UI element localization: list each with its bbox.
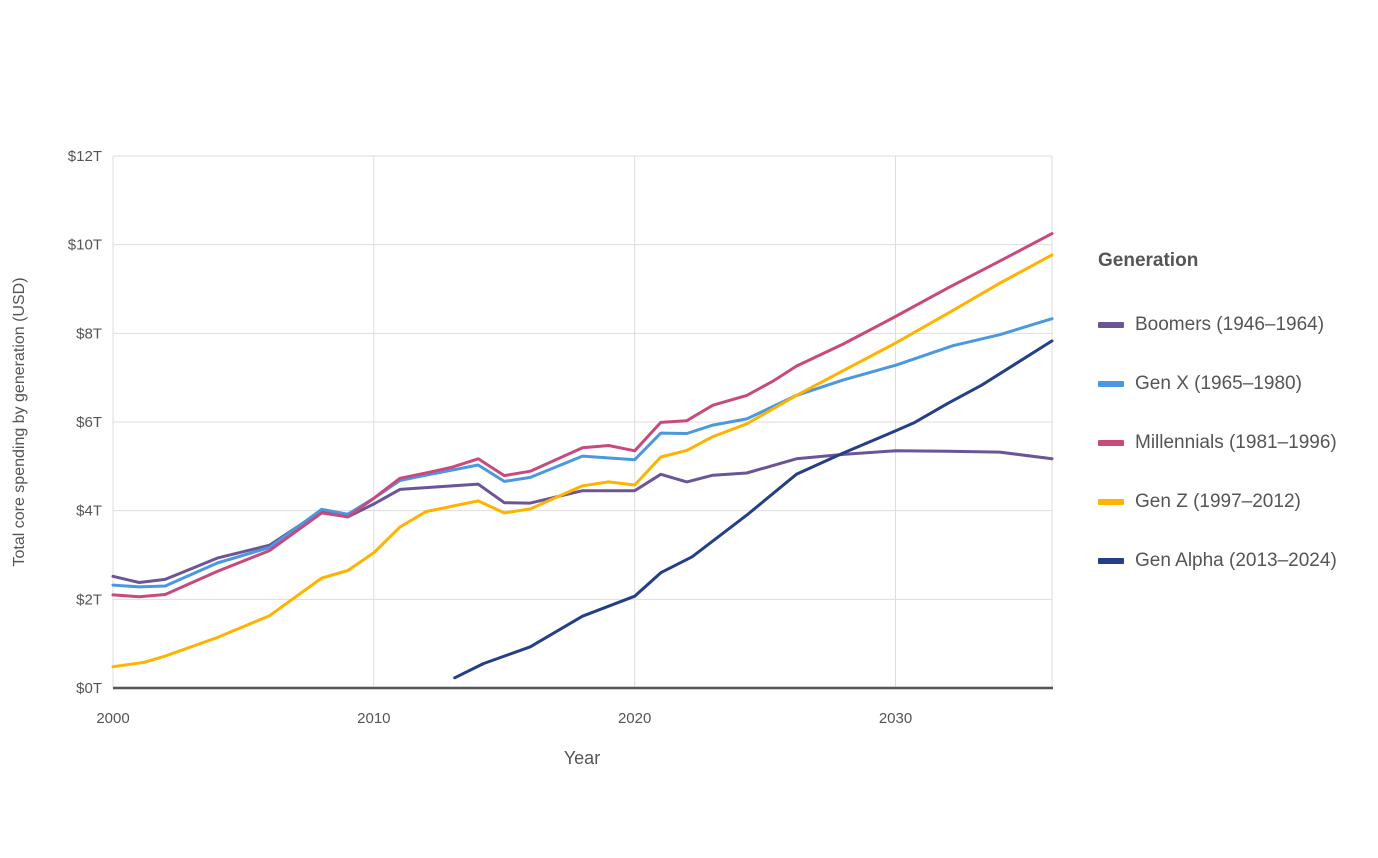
legend-title: Generation [1098, 250, 1199, 271]
legend-label: Boomers (1946–1964) [1135, 313, 1325, 335]
legend-label: Gen X (1965–1980) [1135, 372, 1302, 394]
legend: Generation Boomers (1946–1964) Gen X (196… [1098, 250, 1337, 590]
y-tick-label: $6T [76, 414, 102, 431]
legend-swatch [1098, 321, 1124, 328]
y-tick-label: $8T [76, 325, 102, 342]
legend-swatch [1098, 498, 1124, 505]
series-line-3 [111, 253, 1054, 669]
legend-item[interactable]: Millennials (1981–1996) [1098, 413, 1337, 472]
series-line-1 [111, 317, 1054, 589]
y-tick-label: $4T [76, 503, 102, 520]
series-line-2 [111, 232, 1054, 599]
series-lines [111, 232, 1054, 680]
x-tick-label: 2030 [879, 710, 912, 727]
series-line-4 [453, 339, 1054, 680]
legend-item[interactable]: Gen X (1965–1980) [1098, 354, 1337, 413]
legend-item[interactable]: Gen Z (1997–2012) [1098, 472, 1337, 531]
legend-items: Boomers (1946–1964) Gen X (1965–1980) Mill… [1098, 295, 1337, 590]
legend-item[interactable]: Gen Alpha (2013–2024) [1098, 531, 1337, 590]
y-tick-label: $2T [76, 591, 102, 608]
x-tick-label: 2010 [357, 710, 390, 727]
y-tick-label: $0T [76, 680, 102, 697]
legend-swatch [1098, 380, 1124, 387]
series-line-0 [111, 449, 1054, 584]
y-tick-label: $10T [68, 237, 102, 254]
legend-label: Millennials (1981–1996) [1135, 431, 1337, 453]
legend-swatch [1098, 439, 1124, 446]
legend-swatch [1098, 557, 1124, 564]
y-tick-label: $12T [68, 148, 102, 165]
x-axis-title: Year [564, 748, 600, 768]
y-tick-labels: $0T $2T $4T $6T $8T $10T $12T [68, 148, 102, 697]
y-axis-title: Total core spending by generation (USD) [11, 277, 28, 566]
legend-label: Gen Z (1997–2012) [1135, 490, 1301, 512]
legend-label: Gen Alpha (2013–2024) [1135, 549, 1337, 571]
x-tick-label: 2020 [618, 710, 651, 727]
x-tick-label: 2000 [96, 710, 129, 727]
legend-item[interactable]: Boomers (1946–1964) [1098, 295, 1337, 354]
gridlines [112, 155, 1053, 688]
x-tick-labels: 2000 2010 2020 2030 [96, 710, 912, 727]
